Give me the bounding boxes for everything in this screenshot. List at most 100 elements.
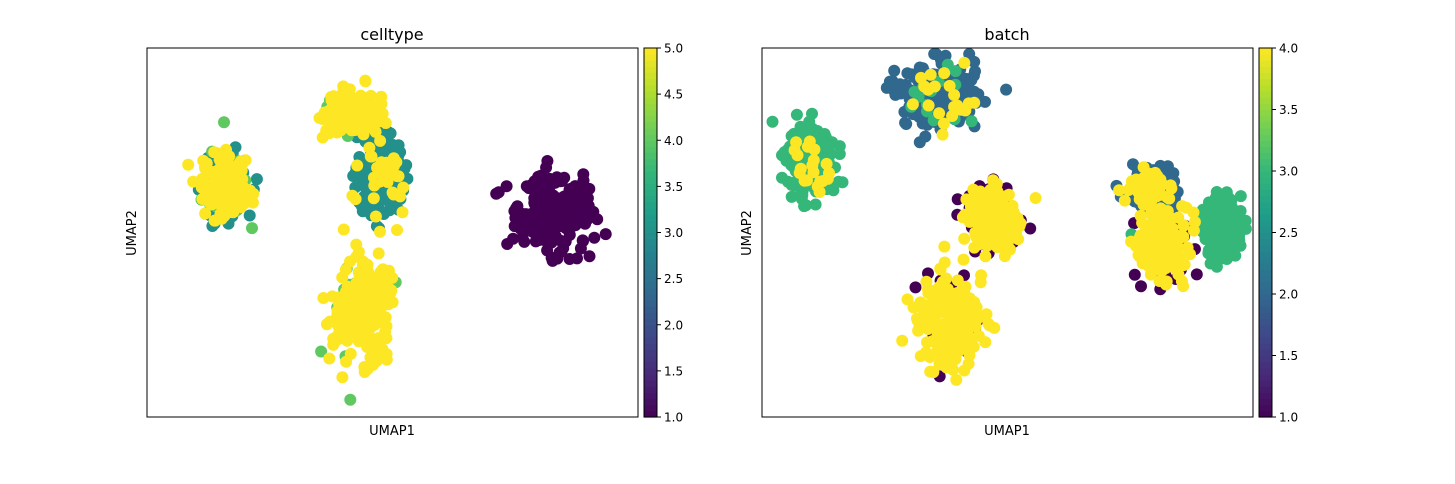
colorbar-segment xyxy=(1259,318,1272,326)
colorbar-segment xyxy=(1259,115,1272,123)
colorbar-segment xyxy=(1259,398,1272,406)
scatter-point xyxy=(833,148,846,160)
scatter-point xyxy=(384,127,397,140)
scatter-point xyxy=(951,99,964,112)
scatter-point xyxy=(349,316,362,329)
scatter-point xyxy=(810,127,823,140)
colorbar-segment xyxy=(644,238,657,246)
scatter-point xyxy=(933,280,946,293)
scatter-point xyxy=(376,107,389,120)
scatter-point xyxy=(397,181,410,194)
scatter-point xyxy=(367,192,380,205)
scatter-point xyxy=(209,214,222,227)
batch-colorbar: 1.0 1.5 2.0 2.5 3.0 3.5 4.0 xyxy=(1258,42,1298,425)
scatter-point xyxy=(368,303,380,316)
scatter-point xyxy=(323,127,336,140)
scatter-point xyxy=(1161,160,1174,173)
scatter-point xyxy=(380,320,393,333)
scatter-point xyxy=(1163,216,1176,228)
colorbar-segment xyxy=(644,337,657,344)
scatter-point xyxy=(914,296,927,309)
scatter-point xyxy=(785,190,798,203)
scatter-point xyxy=(369,125,382,138)
scatter-point xyxy=(1136,241,1149,254)
scatter-point xyxy=(223,150,236,163)
colorbar-segment xyxy=(1259,392,1272,400)
scatter-point xyxy=(217,187,230,200)
colorbar-segment xyxy=(644,380,657,387)
scatter-point xyxy=(977,200,990,213)
colorbar-tick-label: 1.5 xyxy=(1279,349,1298,363)
scatter-point xyxy=(946,110,959,122)
scatter-point xyxy=(987,174,999,187)
colorbar-segment xyxy=(1259,410,1272,418)
scatter-point xyxy=(938,240,951,253)
colorbar-segment xyxy=(1259,257,1272,264)
scatter-point xyxy=(233,157,246,170)
scatter-point xyxy=(548,203,561,216)
colorbar-segment xyxy=(1259,214,1272,221)
scatter-point xyxy=(325,115,338,128)
colorbar-segment xyxy=(1259,201,1272,209)
scatter-point xyxy=(361,294,374,307)
scatter-point xyxy=(1122,184,1135,196)
scatter-point xyxy=(960,193,973,206)
scatter-point xyxy=(1210,260,1223,273)
colorbar-segment xyxy=(1259,294,1272,301)
scatter-point xyxy=(909,281,922,294)
colorbar-segment xyxy=(1259,195,1272,203)
scatter-point xyxy=(1151,221,1164,234)
colorbar-segment xyxy=(1259,103,1272,111)
scatter-point xyxy=(376,168,389,181)
scatter-point xyxy=(340,285,352,298)
scatter-point xyxy=(1215,195,1228,208)
colorbar-segment xyxy=(1259,355,1272,363)
colorbar-segment xyxy=(1259,60,1272,68)
celltype-colorbar: 1.0 1.5 2.0 2.5 3.0 3.5 4.0 4.5 5.0 xyxy=(643,42,683,425)
colorbar-segment xyxy=(1259,220,1272,227)
scatter-point xyxy=(577,168,590,181)
scatter-point xyxy=(894,87,907,100)
scatter-point xyxy=(958,56,971,69)
colorbar-tick-label: 2.0 xyxy=(1279,288,1298,302)
scatter-point xyxy=(936,128,949,141)
scatter-point xyxy=(531,186,544,199)
scatter-point xyxy=(361,363,374,375)
colorbar-segment xyxy=(644,195,657,203)
scatter-point xyxy=(575,199,588,212)
colorbar-segment xyxy=(1259,386,1272,393)
colorbar-segment xyxy=(644,232,657,240)
scatter-point xyxy=(380,353,393,366)
scatter-point xyxy=(500,180,513,193)
scatter-point xyxy=(199,207,212,220)
scatter-point xyxy=(351,159,364,172)
colorbar-segment xyxy=(1259,66,1272,74)
colorbar-segment xyxy=(644,392,657,400)
scatter-point xyxy=(229,175,242,188)
scatter-point xyxy=(559,222,572,235)
colorbar-segment xyxy=(1259,177,1272,184)
colorbar-segment xyxy=(644,244,657,252)
scatter-point xyxy=(341,120,354,133)
scatter-point xyxy=(951,331,963,344)
scatter-point xyxy=(906,98,919,111)
scatter-point xyxy=(320,318,333,331)
scatter-point xyxy=(250,173,263,186)
scatter-point xyxy=(996,191,1009,204)
scatter-point xyxy=(809,198,822,211)
scatter-point xyxy=(959,280,972,293)
colorbar-segment xyxy=(1259,361,1272,369)
scatter-point xyxy=(1203,196,1215,209)
scatter-point xyxy=(1212,248,1225,261)
scatter-point xyxy=(1234,190,1247,203)
scatter-point xyxy=(246,196,259,209)
scatter-point xyxy=(1029,192,1042,204)
colorbar-segment xyxy=(644,410,657,418)
colorbar-segment xyxy=(1259,343,1272,350)
colorbar-tick-label: 4.5 xyxy=(664,88,683,102)
scatter-point xyxy=(1135,280,1147,293)
scatter-point xyxy=(386,186,399,199)
scatter-point xyxy=(369,210,382,223)
scatter-point xyxy=(967,183,980,196)
